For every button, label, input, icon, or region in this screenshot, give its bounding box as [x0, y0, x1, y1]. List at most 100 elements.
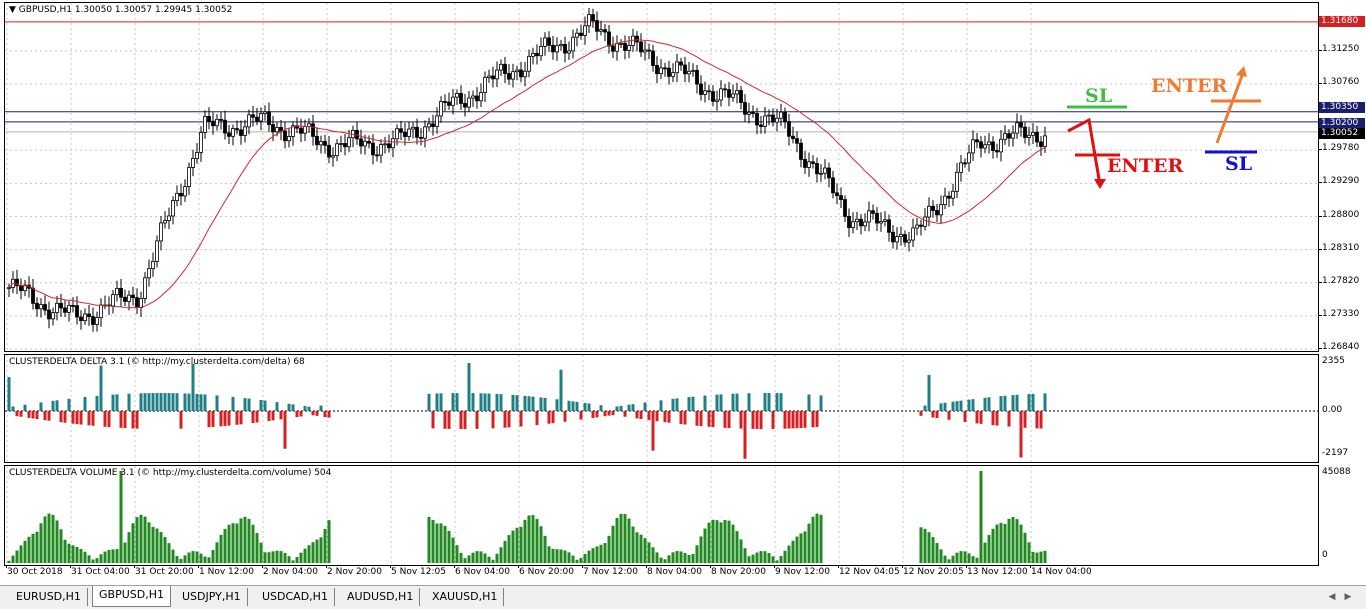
chart-menu-arrow-icon[interactable]: ▼ — [9, 5, 16, 15]
volume-bar — [199, 553, 203, 563]
delta-bar — [787, 411, 791, 429]
time-axis-tick — [134, 565, 135, 568]
price-axis-tick — [1318, 83, 1322, 85]
volume-bar — [135, 517, 139, 563]
upper-level-price-tag: 1.30350 — [1319, 101, 1365, 113]
candle-body — [203, 115, 207, 133]
tab-scroll-right-icon[interactable]: ▶ — [1344, 592, 1352, 602]
candle-body — [739, 90, 743, 103]
delta-bar — [255, 411, 259, 423]
delta-bar — [1015, 394, 1019, 411]
volume-bar — [783, 550, 787, 563]
volume-bar — [659, 557, 663, 563]
tab-gbpusd[interactable]: GBPUSD,H1 — [92, 586, 171, 607]
delta-bar — [483, 393, 487, 411]
delta-bar — [699, 411, 703, 427]
delta-bar — [471, 393, 475, 411]
delta-bar — [39, 402, 43, 411]
price-chart-canvas[interactable] — [5, 3, 1318, 351]
volume-bar — [183, 555, 187, 563]
delta-bar — [15, 411, 19, 417]
volume-bar — [179, 558, 183, 563]
candle-body — [891, 231, 895, 243]
delta-bar — [463, 411, 467, 429]
delta-bar — [267, 411, 271, 421]
delta-bar — [987, 397, 991, 411]
price-axis[interactable]: 1.31250 1.30760 1.29780 1.29290 1.28800 1.283… — [1318, 2, 1366, 352]
candle-body — [419, 136, 423, 139]
candle-body — [507, 73, 511, 80]
volume-bar — [803, 531, 807, 563]
volume-indicator-pane[interactable]: CLUSTERDELTA VOLUME 3.1 (© http://my.clu… — [4, 465, 1319, 566]
volume-bar — [815, 513, 819, 563]
delta-bar — [711, 411, 715, 428]
candle-body — [283, 130, 287, 142]
candle-body — [543, 37, 547, 47]
candle-body — [931, 205, 935, 211]
delta-bar — [731, 393, 735, 411]
delta-bar — [719, 394, 723, 411]
long-entry-arrowhead — [1236, 66, 1247, 77]
candle-body — [191, 157, 195, 168]
delta-bar — [487, 393, 491, 411]
delta-bar — [939, 403, 943, 411]
delta-bar — [695, 411, 699, 426]
candle-body — [319, 141, 323, 146]
delta-bar — [735, 393, 739, 411]
candle-body — [215, 118, 219, 127]
volume-bar — [119, 471, 123, 563]
candle-body — [123, 296, 127, 302]
candle-body — [179, 192, 183, 197]
candle-body — [503, 63, 507, 74]
volume-bar — [455, 545, 459, 563]
time-axis-tick — [582, 565, 583, 568]
tab-scroll-left-icon[interactable]: ◀ — [1328, 592, 1336, 602]
volume-bar — [555, 549, 559, 563]
delta-bar — [755, 411, 759, 429]
volume-bar — [323, 529, 327, 563]
tab-xauusd[interactable]: XAUUSD,H1 — [426, 588, 505, 606]
volume-bar — [59, 529, 63, 563]
price-chart-pane[interactable]: ▼ GBPUSD,H1 1.30050 1.30057 1.29945 1.30… — [4, 2, 1319, 352]
time-axis-label: 1 Nov 12:00 — [199, 567, 254, 577]
delta-bar — [495, 393, 499, 411]
candle-body — [575, 32, 579, 38]
delta-bar — [11, 406, 15, 411]
delta-bar — [123, 411, 127, 429]
delta-bar — [643, 402, 647, 411]
delta-bar — [143, 393, 147, 411]
candle-body — [399, 128, 403, 133]
volume-bar — [995, 524, 999, 563]
delta-bar — [235, 411, 239, 425]
delta-indicator-pane[interactable]: CLUSTERDELTA DELTA 3.1 (© http://my.clus… — [4, 354, 1319, 463]
delta-bar — [923, 405, 927, 411]
time-axis-tick — [454, 565, 455, 568]
candle-body — [35, 302, 39, 310]
candle-body — [839, 195, 843, 200]
volume-bar — [943, 555, 947, 563]
volume-bar — [983, 542, 987, 563]
delta-bar — [183, 393, 187, 411]
volume-bar — [107, 549, 111, 563]
delta-bar — [531, 396, 535, 411]
delta-bar — [455, 393, 459, 411]
tab-usdcad[interactable]: USDCAD,H1 — [256, 588, 335, 606]
candle-body — [63, 307, 67, 313]
volume-bar — [163, 537, 167, 563]
candle-body — [131, 294, 135, 299]
delta-bar — [287, 403, 291, 411]
candle-body — [15, 278, 19, 287]
volume-bar — [615, 517, 619, 563]
time-axis-label: 8 Nov 20:00 — [711, 567, 766, 577]
volume-bar — [611, 525, 615, 563]
tab-usdjpy[interactable]: USDJPY,H1 — [176, 588, 248, 606]
candle-body — [315, 135, 319, 146]
delta-bar — [251, 411, 255, 423]
tab-eurusd[interactable]: EURUSD,H1 — [10, 588, 88, 606]
candle-body — [663, 67, 667, 70]
tab-audusd[interactable]: AUDUSD,H1 — [341, 588, 421, 606]
delta-bar — [439, 393, 443, 411]
volume-bar — [523, 519, 527, 563]
volume-bar — [795, 536, 799, 563]
volume-bar — [1023, 532, 1027, 563]
